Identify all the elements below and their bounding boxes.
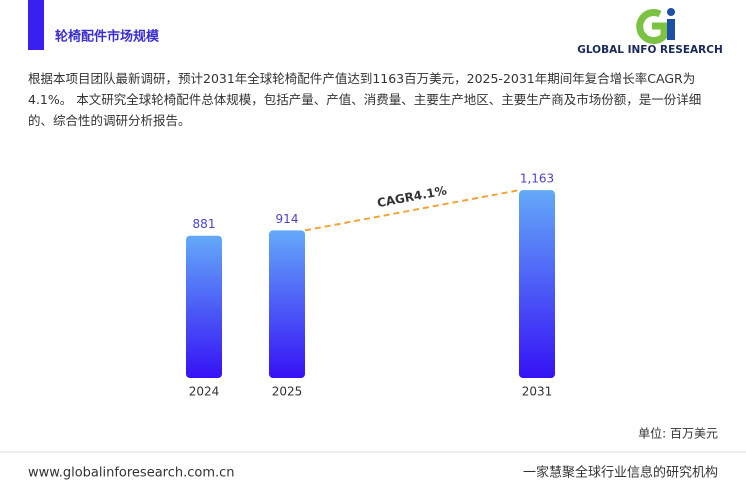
value-label: 914 <box>276 212 299 226</box>
value-label: 1,163 <box>520 172 554 186</box>
value-label: 881 <box>193 217 216 231</box>
x-tick-label: 2031 <box>522 385 553 399</box>
description: 根据本项目团队最新调研，预计2031年全球轮椅配件产值达到1163百万美元，20… <box>28 71 702 128</box>
footer-slogan: 一家慧聚全球行业信息的研究机构 <box>523 465 718 481</box>
x-tick-label: 2024 <box>189 385 220 399</box>
bar <box>269 230 305 378</box>
unit-label: 单位: 百万美元 <box>638 426 718 441</box>
logo-g <box>636 9 668 44</box>
header-accent <box>28 0 44 50</box>
cagr-line <box>304 189 520 232</box>
logo: GLOBAL INFO RESEARCH <box>577 8 723 56</box>
logo-dot <box>667 8 675 16</box>
x-tick-label: 2025 <box>272 385 303 399</box>
header-title: 轮椅配件市场规模 <box>55 29 160 45</box>
logo-i <box>667 19 675 40</box>
footer-url: www.globalinforesearch.com.cn <box>28 466 235 481</box>
logo-text: GLOBAL INFO RESEARCH <box>577 44 722 56</box>
bar <box>519 190 555 378</box>
bar <box>186 235 222 378</box>
